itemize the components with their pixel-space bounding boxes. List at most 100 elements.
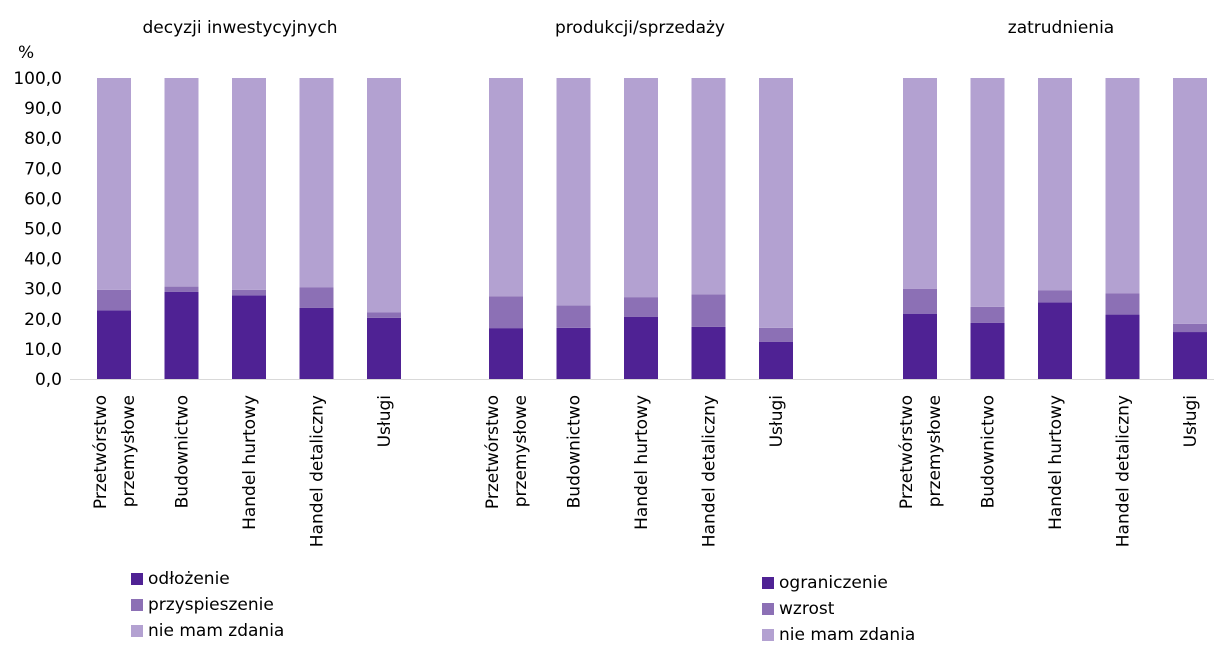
bar-segment-light: [691, 78, 726, 295]
x-category-label: Budownictwo: [173, 395, 193, 508]
legend-label: nie mam zdania: [148, 621, 285, 641]
x-category-label: Handel hurtowy: [240, 395, 260, 530]
bar-segment-mid: [903, 288, 937, 314]
y-tick-label: 40,0: [24, 250, 62, 270]
legend-swatch-dark: [762, 577, 774, 589]
bar-segment-light: [1038, 78, 1072, 291]
y-tick-label: 20,0: [24, 310, 62, 330]
bar-segment-dark: [1038, 302, 1072, 379]
panel-title: zatrudnienia: [1008, 18, 1114, 38]
legend-swatch-light: [131, 625, 143, 637]
x-category-label: Handel detaliczny: [308, 395, 328, 547]
y-tick-label: 30,0: [24, 280, 62, 300]
bar-marks: [97, 78, 1207, 379]
legend-item: nie mam zdania: [131, 618, 284, 644]
panel-titles: decyzji inwestycyjnych produkcji/sprzedaż…: [143, 18, 1115, 38]
bar-segment-dark: [1173, 332, 1207, 379]
bar-segment-light: [164, 78, 199, 287]
bar-segment-dark: [624, 316, 658, 379]
bar-segment-dark: [97, 310, 131, 379]
y-tick-label: 0,0: [35, 370, 62, 390]
bar-segment-mid: [232, 289, 266, 296]
x-category-label: Handel detaliczny: [1114, 395, 1134, 547]
legend-item: przyspieszenie: [131, 592, 284, 618]
legend-swatch-light: [762, 629, 774, 641]
x-category-label: Handel hurtowy: [1046, 395, 1066, 530]
bar-segment-mid: [556, 305, 591, 328]
legend-item: ograniczenie: [762, 570, 915, 596]
x-category-label: Handel hurtowy: [632, 395, 652, 530]
legend-item: odłożenie: [131, 566, 284, 592]
x-category-label: Usługi: [1181, 395, 1201, 447]
bar-segment-light: [759, 78, 793, 328]
bar-segment-dark: [299, 307, 334, 379]
bar-segment-light: [1173, 78, 1207, 324]
bar-segment-light: [1105, 78, 1140, 294]
bar-segment-dark: [691, 326, 726, 379]
legend-label: przyspieszenie: [148, 595, 274, 615]
bar-segment-mid: [489, 296, 523, 329]
bar-segment-dark: [970, 322, 1005, 379]
bar-segment-light: [232, 78, 266, 290]
y-tick-label: 50,0: [24, 220, 62, 240]
category-labels: Przetwórstwo przemysłowe Budownictwo Handel…: [91, 395, 1201, 547]
bar-segment-mid: [1173, 323, 1207, 333]
bar-segment-light: [624, 78, 658, 298]
y-tick-label: 70,0: [24, 159, 62, 179]
bar-segment-mid: [1105, 293, 1140, 315]
bar-segment-mid: [164, 286, 199, 292]
panel-title: produkcji/sprzedaży: [555, 18, 725, 38]
legend-swatch-mid: [131, 599, 143, 611]
legend-swatch-dark: [131, 573, 143, 585]
bar-segment-light: [970, 78, 1005, 307]
bar-segment-dark: [232, 295, 266, 379]
bar-segment-mid: [1038, 290, 1072, 303]
bar-segment-mid: [759, 327, 793, 342]
x-category-label: Przetwórstwo: [91, 395, 111, 509]
bar-segment-mid: [97, 289, 131, 311]
legend-label: odłożenie: [148, 569, 230, 589]
bar-segment-dark: [164, 291, 199, 379]
x-category-label: przemysłowe: [511, 395, 531, 507]
x-category-label: przemysłowe: [119, 395, 139, 507]
x-category-label: Usługi: [767, 395, 787, 447]
bar-segment-light: [367, 78, 401, 313]
bar-segment-mid: [299, 287, 334, 308]
x-category-label: Usługi: [375, 395, 395, 447]
bar-segment-dark: [903, 313, 937, 379]
x-category-label: przemysłowe: [925, 395, 945, 507]
bar-segment-light: [903, 78, 937, 289]
y-tick-label: 100,0: [13, 69, 62, 89]
x-category-label: Budownictwo: [565, 395, 585, 508]
bar-segment-dark: [489, 328, 523, 379]
bar-segment-dark: [367, 317, 401, 379]
bar-segment-light: [489, 78, 523, 297]
x-category-label: Handel detaliczny: [700, 395, 720, 547]
bar-segment-dark: [1105, 314, 1140, 379]
legend-left: odłożenie przyspieszenie nie mam zdania: [131, 566, 284, 644]
y-axis-unit-label: %: [18, 43, 34, 63]
y-tick-label: 10,0: [24, 340, 62, 360]
bar-segment-light: [556, 78, 591, 306]
legend-item: nie mam zdania: [762, 622, 915, 648]
bar-segment-light: [97, 78, 131, 290]
x-category-label: Przetwórstwo: [483, 395, 503, 509]
x-category-label: Przetwórstwo: [897, 395, 917, 509]
y-tick-label: 80,0: [24, 129, 62, 149]
bar-segment-dark: [556, 327, 591, 379]
bar-segment-mid: [691, 294, 726, 327]
bar-segment-mid: [367, 312, 401, 318]
x-category-label: Budownictwo: [979, 395, 999, 508]
bar-segment-light: [299, 78, 334, 288]
legend-label: nie mam zdania: [779, 625, 916, 645]
y-tick-label: 90,0: [24, 99, 62, 119]
bar-segment-mid: [970, 306, 1005, 323]
legend-right: ograniczenie wzrost nie mam zdania: [762, 570, 915, 648]
legend-label: wzrost: [779, 599, 835, 619]
y-axis-ticks: 0,0 10,0 20,0 30,0 40,0 50,0 60,0 70,0 80,0 90,0 1…: [13, 69, 62, 390]
panel-title: decyzji inwestycyjnych: [143, 18, 338, 38]
legend-label: ograniczenie: [779, 573, 888, 593]
bar-segment-mid: [624, 297, 658, 317]
legend-item: wzrost: [762, 596, 915, 622]
